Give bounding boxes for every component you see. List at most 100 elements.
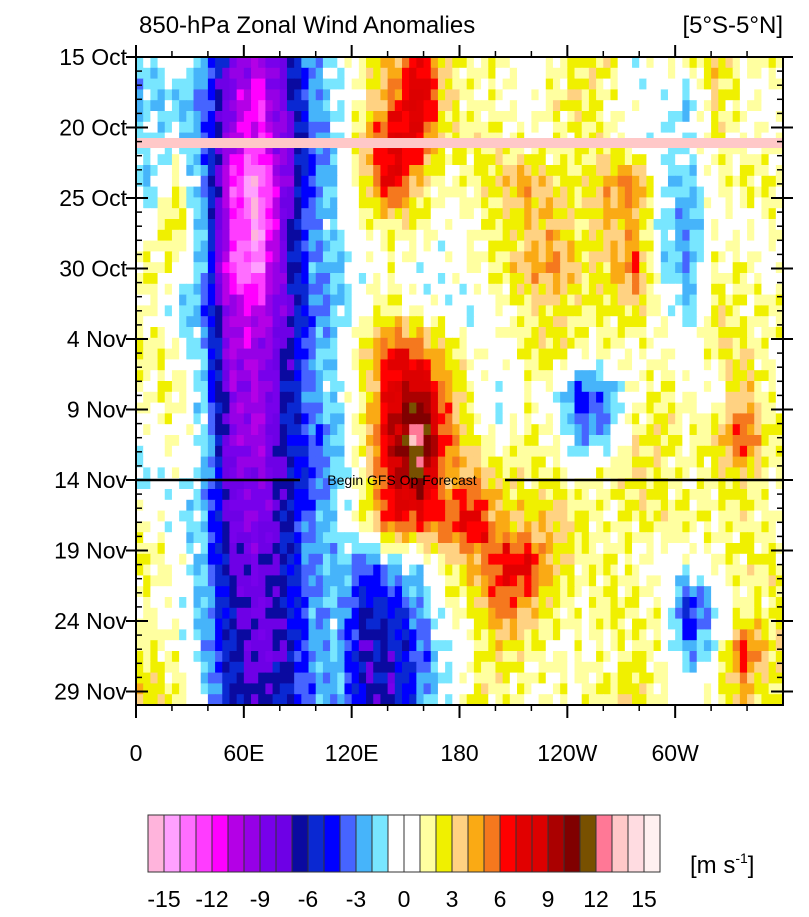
heatmap-cell	[653, 175, 662, 188]
heatmap-cell	[243, 262, 252, 274]
heatmap-cell	[215, 521, 223, 533]
heatmap-cell	[624, 607, 633, 620]
heatmap-cell	[581, 283, 590, 296]
heatmap-cell	[567, 240, 576, 252]
heatmap-cell	[294, 489, 302, 501]
heatmap-cell	[164, 348, 173, 360]
heatmap-cell	[251, 467, 259, 479]
heatmap-cell	[495, 629, 504, 641]
heatmap-cell	[308, 402, 317, 414]
heatmap-cell	[754, 543, 763, 555]
heatmap-cell	[171, 586, 180, 598]
heatmap-cell	[560, 575, 568, 587]
heatmap-cell	[416, 154, 425, 166]
heatmap-cell	[251, 510, 259, 522]
heatmap-cell	[315, 143, 324, 155]
heatmap-cell	[667, 586, 676, 598]
heatmap-cell	[552, 316, 561, 328]
heatmap-cell	[481, 402, 489, 414]
heatmap-cell	[552, 165, 561, 177]
heatmap-cell	[200, 467, 209, 479]
heatmap-cell	[272, 521, 281, 533]
heatmap-cell	[725, 586, 734, 598]
heatmap-cell	[617, 143, 626, 155]
heatmap-cell	[337, 381, 346, 393]
heatmap-cell	[481, 499, 489, 512]
heatmap-cell	[330, 100, 338, 112]
heatmap-cell	[560, 543, 568, 555]
heatmap-cell	[718, 521, 727, 533]
heatmap-cell	[452, 467, 461, 479]
heatmap-cell	[236, 370, 245, 382]
heatmap-cell	[624, 629, 633, 641]
heatmap-cell	[229, 640, 238, 652]
heatmap-cell	[243, 640, 252, 652]
heatmap-cell	[632, 532, 640, 544]
heatmap-cell	[610, 359, 619, 371]
heatmap-cell	[646, 154, 655, 166]
heatmap-cell	[164, 445, 173, 458]
heatmap-cell	[308, 219, 317, 231]
heatmap-cell	[286, 564, 295, 576]
heatmap-cell	[243, 521, 252, 533]
heatmap-cell	[164, 575, 173, 587]
heatmap-cell	[315, 564, 324, 576]
heatmap-cell	[416, 467, 425, 479]
heatmap-cell	[279, 640, 288, 652]
heatmap-cell	[488, 553, 497, 566]
heatmap-cell	[437, 370, 446, 382]
heatmap-cell	[653, 316, 662, 328]
heatmap-cell	[358, 305, 367, 317]
heatmap-cell	[603, 391, 612, 404]
heatmap-cell	[524, 478, 532, 490]
heatmap-cell	[488, 370, 497, 382]
heatmap-cell	[718, 456, 727, 468]
heatmap-cell	[265, 327, 274, 339]
heatmap-cell	[258, 424, 266, 436]
heatmap-cell	[200, 607, 209, 620]
heatmap-cell	[703, 629, 712, 641]
heatmap-cell	[286, 327, 295, 339]
heatmap-cell	[416, 651, 425, 663]
heatmap-cell	[747, 402, 755, 414]
heatmap-cell	[207, 456, 216, 468]
heatmap-cell	[315, 597, 324, 609]
heatmap-cell	[330, 435, 338, 447]
heatmap-cell	[222, 532, 231, 544]
heatmap-cell	[711, 575, 719, 587]
heatmap-cell	[143, 435, 151, 447]
heatmap-cell	[143, 607, 151, 620]
heatmap-cell	[171, 424, 180, 436]
heatmap-cell	[423, 370, 432, 382]
heatmap-cell	[711, 208, 719, 220]
heatmap-cell	[423, 229, 432, 242]
heatmap-cell	[294, 510, 302, 522]
heatmap-cell	[445, 273, 453, 285]
heatmap-cell	[186, 327, 195, 339]
heatmap-cell	[509, 532, 518, 544]
heatmap-cell	[775, 359, 784, 371]
heatmap-cell	[775, 618, 784, 630]
heatmap-cell	[639, 219, 648, 231]
heatmap-cell	[330, 532, 338, 544]
heatmap-cell	[409, 305, 417, 317]
heatmap-cell	[171, 597, 180, 609]
heatmap-cell	[667, 489, 676, 501]
heatmap-cell	[682, 186, 691, 198]
heatmap-cell	[358, 186, 367, 198]
heatmap-cell	[215, 240, 223, 252]
heatmap-cell	[509, 359, 518, 371]
heatmap-cell	[545, 143, 554, 155]
heatmap-cell	[574, 208, 583, 220]
heatmap-cell	[394, 186, 403, 198]
heatmap-cell	[186, 510, 195, 522]
heatmap-cell	[603, 510, 612, 522]
heatmap-cell	[481, 381, 489, 393]
heatmap-cell	[193, 121, 202, 134]
heatmap-cell	[351, 57, 360, 69]
heatmap-cell	[265, 370, 274, 382]
heatmap-cell	[560, 435, 568, 447]
heatmap-cell	[502, 186, 511, 198]
heatmap-cell	[279, 532, 288, 544]
heatmap-cell	[524, 67, 532, 80]
